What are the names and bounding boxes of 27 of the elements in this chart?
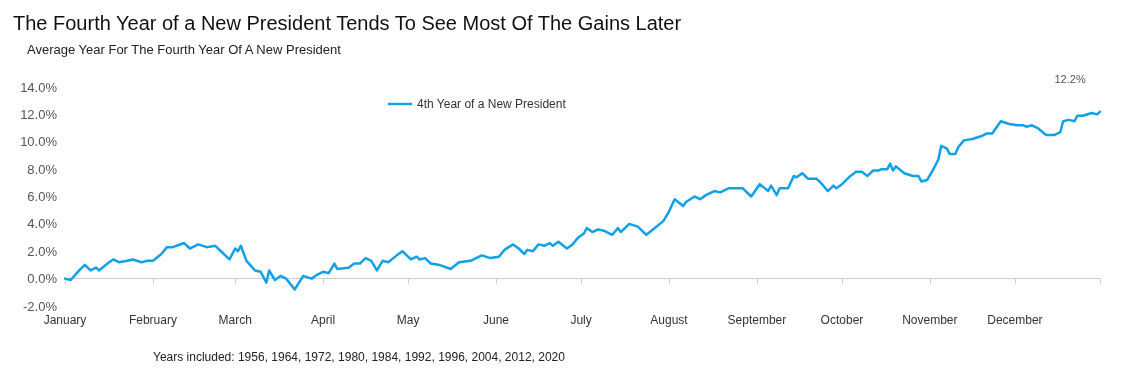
- x-tick-label: September: [727, 313, 787, 327]
- legend-label: 4th Year of a New President: [417, 97, 567, 111]
- x-tick-label: March: [218, 313, 252, 327]
- y-tick-label: 14.0%: [20, 79, 58, 95]
- y-tick-label: 0.0%: [27, 271, 58, 287]
- text: Years included: 1956, 1964, 1972, 1980, 1984, 1992, 1996, 2004, 2012, 2020: [153, 350, 566, 364]
- y-tick-label: 12.0%: [20, 106, 58, 122]
- line-series: [63, 110, 1102, 291]
- y-tick-label: 4.0%: [27, 216, 58, 232]
- x-tick-label: May: [396, 313, 420, 327]
- chart-subtitle: Average Year For The Fourth Year Of A New President: [27, 42, 342, 57]
- y-tick-label: -2.0%: [23, 298, 58, 314]
- x-tick-label: October: [820, 313, 864, 327]
- y-tick-label: 8.0%: [27, 161, 58, 177]
- y-tick-label: 6.0%: [27, 189, 58, 204]
- chart-title: The Fourth Year of a New President Tends To See Most Of The Gains Later: [13, 12, 682, 34]
- y-tick-label: 10.0%: [20, 134, 58, 150]
- x-tick-label: August: [650, 313, 689, 327]
- x-tick-label: February: [128, 313, 177, 327]
- x-tick-label: June: [483, 313, 510, 327]
- x-tick-label: January: [43, 313, 87, 327]
- annotation: 12.2%: [1054, 72, 1086, 85]
- x-tick-label: July: [570, 313, 592, 327]
- x-tick-label: December: [987, 313, 1043, 327]
- y-tick-label: 2.0%: [27, 243, 58, 259]
- x-tick-label: April: [311, 313, 336, 327]
- x-tick-label: November: [902, 313, 958, 327]
